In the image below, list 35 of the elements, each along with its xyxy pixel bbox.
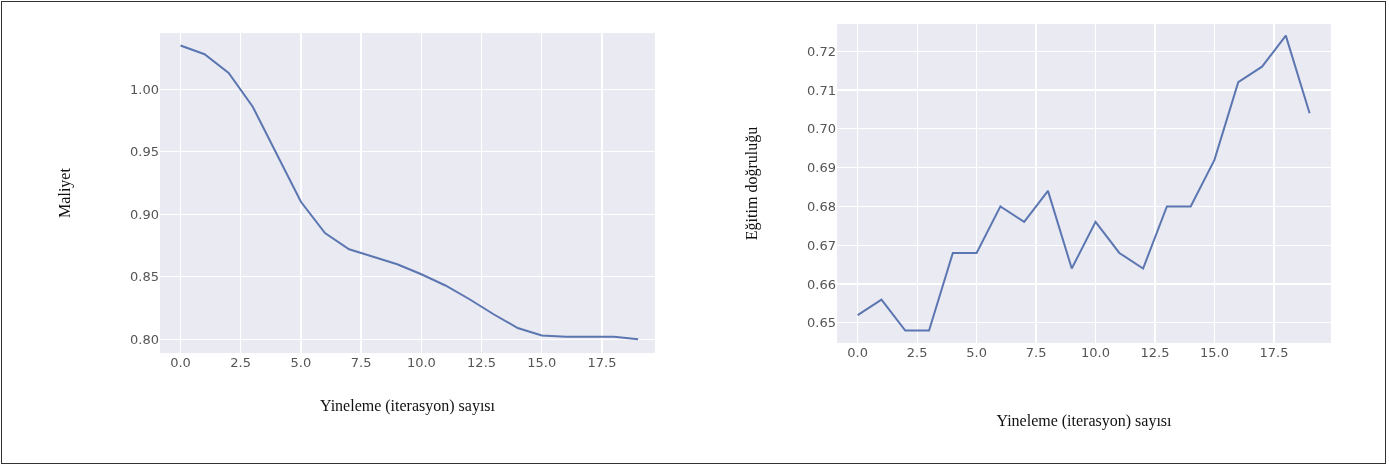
y-tick-label: 0.72 — [807, 43, 836, 59]
x-tick-label: 5.0 — [290, 355, 312, 370]
x-tick-label: 15.0 — [527, 355, 557, 370]
x-tick-label: 0.0 — [847, 345, 869, 360]
x-tick-label: 10.0 — [406, 355, 436, 370]
x-axis-title: Yineleme (iterasyon) sayısı — [996, 411, 1173, 430]
y-tick-label: 0.66 — [807, 276, 836, 292]
x-tick-label: 12.5 — [467, 355, 497, 370]
y-tick-label: 0.90 — [130, 206, 159, 222]
x-tick-label: 5.0 — [966, 345, 987, 360]
x-tick-label: 17.5 — [587, 355, 617, 370]
x-tick-label: 17.5 — [1259, 345, 1289, 360]
line-series — [856, 34, 1311, 332]
y-tick-label: 0.70 — [807, 121, 836, 137]
y-tick-label: 0.85 — [130, 269, 159, 285]
line-series — [179, 44, 640, 341]
x-tick-label: 7.5 — [350, 355, 372, 370]
x-tick-label: 15.0 — [1199, 345, 1229, 360]
y-tick-label: 0.67 — [807, 237, 836, 253]
x-tick-label: 2.5 — [906, 345, 928, 360]
x-tick-label: 10.0 — [1081, 345, 1111, 360]
x-tick-label: 12.5 — [1140, 345, 1170, 360]
y-axis-title: Eğitim doğruluğu — [742, 126, 761, 241]
x-tick-label: 2.5 — [230, 355, 252, 370]
y-axis-title: Maliyet — [55, 167, 74, 218]
x-tick-label: 0.0 — [170, 355, 191, 370]
x-axis-title: Yineleme (iterasyon) sayısı — [319, 396, 496, 415]
y-tick-label: 0.71 — [807, 82, 836, 98]
x-tick-label: 7.5 — [1025, 345, 1047, 360]
y-tick-label: 0.65 — [807, 315, 836, 331]
y-tick-label: 0.68 — [807, 198, 836, 214]
y-tick-label: 0.95 — [130, 144, 159, 160]
y-tick-label: 1.00 — [130, 81, 159, 97]
y-tick-label: 0.80 — [130, 331, 159, 347]
y-tick-label: 0.69 — [807, 160, 836, 176]
